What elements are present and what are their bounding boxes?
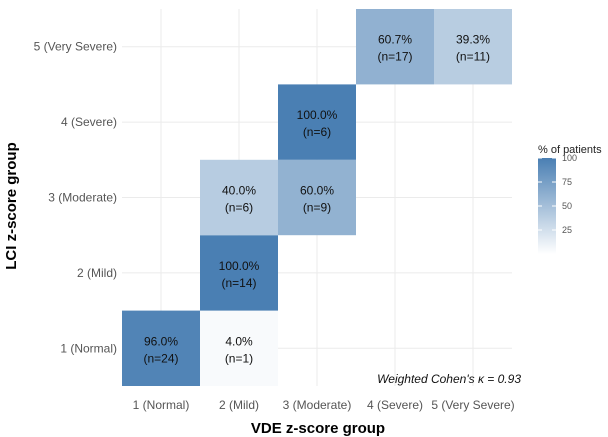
legend-color-bar: [538, 158, 556, 254]
x-tick-label: 1 (Normal): [133, 398, 190, 412]
x-axis-title: VDE z-score group: [251, 420, 385, 437]
cell-percent-label: 60.7%: [378, 33, 412, 47]
cell-count-label: (n=6): [225, 201, 253, 215]
legend-tick-label: 75: [562, 177, 572, 187]
heatmap-cell: [278, 159, 356, 236]
y-axis-title: LCI z-score group: [3, 142, 20, 270]
cell-count-label: (n=6): [303, 125, 331, 139]
heatmap-cell: [200, 159, 278, 236]
cell-count-label: (n=1): [225, 351, 253, 365]
y-axis-ticks: 1 (Normal) 2 (Mild) 3 (Moderate) 4 (Severe)…: [34, 40, 117, 356]
cell-labels: 96.0% (n=24) 4.0% (n=1) 100.0% (n=14) 40.0% (n=…: [143, 33, 490, 366]
y-tick-label: 1 (Normal): [60, 341, 117, 355]
y-tick-label: 2 (Mild): [77, 266, 117, 280]
cell-percent-label: 4.0%: [225, 334, 253, 348]
cell-percent-label: 96.0%: [144, 334, 178, 348]
x-tick-label: 4 (Severe): [367, 398, 423, 412]
y-tick-label: 4 (Severe): [61, 115, 117, 129]
cell-percent-label: 100.0%: [297, 108, 338, 122]
cell-percent-label: 100.0%: [219, 259, 260, 273]
kappa-annotation: Weighted Cohen's κ = 0.93: [377, 372, 521, 386]
heatmap-cell: [200, 310, 278, 386]
y-tick-label: 3 (Moderate): [48, 191, 117, 205]
legend-tick-label: 25: [562, 225, 572, 235]
heatmap-cells: [122, 9, 512, 386]
heatmap-cell: [356, 9, 434, 85]
x-tick-label: 5 (Very Severe): [431, 398, 514, 412]
cell-count-label: (n=24): [143, 351, 178, 365]
y-tick-label: 5 (Very Severe): [34, 40, 117, 54]
cell-count-label: (n=9): [303, 201, 331, 215]
legend-title: % of patients: [538, 144, 602, 156]
heatmap-cell: [434, 9, 512, 85]
x-tick-label: 3 (Moderate): [283, 398, 352, 412]
x-tick-label: 2 (Mild): [219, 398, 259, 412]
cell-percent-label: 60.0%: [300, 184, 334, 198]
color-legend: % of patients 25 50 75 100: [538, 144, 602, 254]
cell-percent-label: 39.3%: [456, 33, 490, 47]
legend-tick-label: 50: [562, 201, 572, 211]
cell-count-label: (n=11): [456, 50, 490, 64]
legend-tick-label: 100: [562, 153, 577, 163]
legend-ticks: 25 50 75 100: [538, 153, 577, 235]
cell-percent-label: 40.0%: [222, 184, 256, 198]
cell-count-label: (n=14): [221, 276, 256, 290]
x-axis-ticks: 1 (Normal) 2 (Mild) 3 (Moderate) 4 (Severe)…: [133, 398, 515, 412]
cell-count-label: (n=17): [377, 50, 412, 64]
heatmap-cell: [278, 84, 356, 160]
heatmap-cell: [122, 310, 200, 386]
heatmap-cell: [200, 235, 278, 311]
